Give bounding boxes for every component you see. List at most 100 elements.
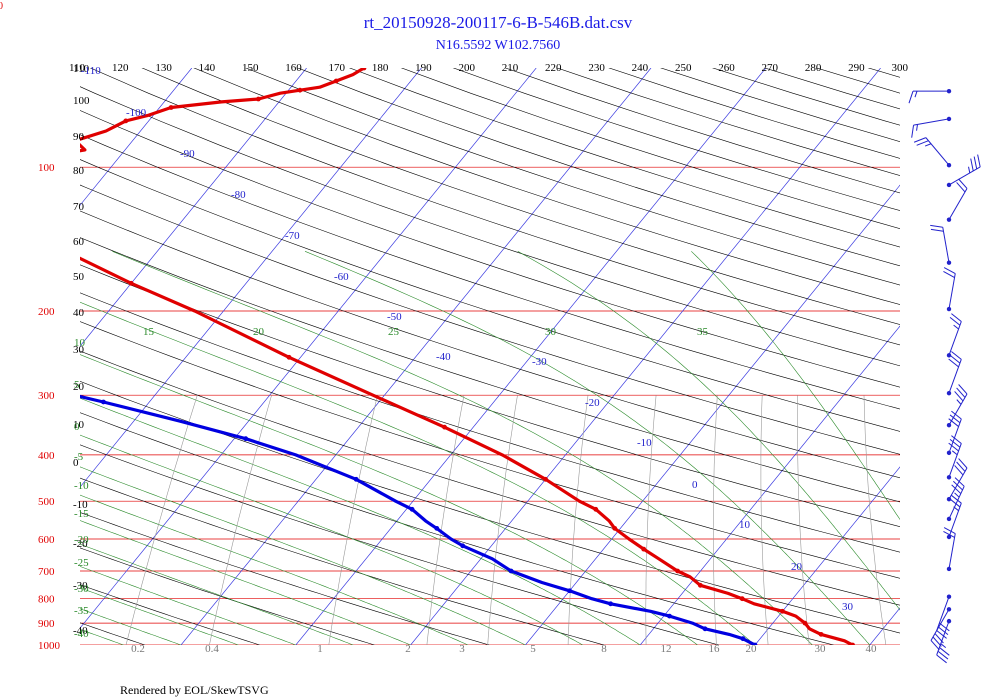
temperature-point xyxy=(593,506,599,512)
wind-barb-flag xyxy=(951,435,962,444)
wind-barb-flag xyxy=(951,494,962,504)
wind-barb-half-flag xyxy=(956,399,962,405)
dry-adiabat-line xyxy=(400,68,900,229)
wind-barb-flag xyxy=(930,640,940,651)
wind-barb-flag xyxy=(913,137,927,143)
wind-barb-half-flag xyxy=(953,324,959,330)
wind-barb-flag xyxy=(951,351,962,360)
wind-barb xyxy=(946,313,962,358)
isotherm-label: -80 xyxy=(231,189,246,201)
temperature-point xyxy=(442,424,447,430)
isotherm-line xyxy=(525,184,900,645)
mixing-ratio-line xyxy=(125,395,198,645)
dewpoint-point xyxy=(101,399,106,405)
dry-adiabat-side-label: 80 xyxy=(73,165,85,177)
moist-adiabat-line xyxy=(80,608,182,645)
wind-barb-shaft xyxy=(948,166,981,186)
wind-barb xyxy=(908,88,952,104)
mixing-ratio-label: 16 xyxy=(709,643,721,655)
mixing-ratio-line xyxy=(760,395,769,645)
moist-adiabat-line xyxy=(80,566,296,645)
wind-barb-flag xyxy=(949,354,961,364)
dewpoint-point xyxy=(353,476,359,482)
dry-adiabat-top-label: 110 xyxy=(69,62,86,74)
mixing-ratio-label: 40 xyxy=(866,643,878,655)
moist-adiabat-line xyxy=(80,587,239,645)
wind-barb-shaft xyxy=(930,609,950,641)
moist-adiabat-label: 35 xyxy=(697,326,709,338)
wind-barb-flag xyxy=(916,140,929,146)
isotherm-label: 30 xyxy=(842,601,854,613)
temperature-point xyxy=(255,96,261,102)
wind-barb-shaft xyxy=(925,137,950,166)
isotherm-line xyxy=(985,68,1000,645)
background-grid xyxy=(80,61,1000,645)
wind-barb-flag xyxy=(939,622,950,632)
mixing-ratio-label: 30 xyxy=(815,643,827,655)
sounding-profiles xyxy=(80,68,855,645)
mixing-ratio-label: 0.2 xyxy=(131,643,145,655)
wind-barb-flag xyxy=(954,465,964,476)
wind-barb-shaft xyxy=(948,393,968,426)
pressure-tick-label: 400 xyxy=(38,450,55,462)
dry-adiabat-top-label: 160 xyxy=(285,62,302,74)
dry-adiabat-top-label: 290 xyxy=(848,62,865,74)
wind-barb xyxy=(946,351,962,396)
wind-barb-shaft xyxy=(948,467,968,500)
wind-barb xyxy=(946,435,962,480)
temperature-point xyxy=(168,105,174,110)
isotherm-label: -50 xyxy=(387,311,402,323)
wind-barb xyxy=(930,224,952,265)
moist-adiabat-label: 5 xyxy=(74,379,80,391)
wind-barb-flag xyxy=(949,414,961,424)
dry-adiabat-top-label: 230 xyxy=(588,62,605,74)
pressure-tick-label: 500 xyxy=(38,496,55,508)
mixing-ratio-line xyxy=(797,395,810,645)
temperature-point xyxy=(641,546,647,552)
wind-barb-flag xyxy=(943,531,955,538)
dry-adiabat-top-label: 150 xyxy=(242,62,259,74)
moist-adiabat-line xyxy=(80,494,469,645)
isotherm-label: 20 xyxy=(791,561,803,573)
moist-adiabat-label: 30 xyxy=(545,326,557,338)
moist-adiabat-line xyxy=(80,628,124,645)
dry-adiabat-line xyxy=(89,68,900,346)
dry-adiabat-line xyxy=(763,68,900,110)
wind-barb-flag xyxy=(930,228,944,232)
dewpoint-point xyxy=(667,613,672,619)
temperature-point xyxy=(612,525,618,531)
wind-barb-shaft xyxy=(948,273,956,310)
dry-adiabat-side-label: 110 xyxy=(73,63,90,75)
wind-barb-shaft xyxy=(936,620,950,656)
isotherm-label: -20 xyxy=(585,397,600,409)
dry-adiabat-top-label: 270 xyxy=(762,62,779,74)
dry-adiabat-side-label: 10 xyxy=(73,419,85,431)
wind-barb-half-flag xyxy=(954,492,960,498)
mixing-ratio-line xyxy=(209,395,272,645)
mixing-ratio-label: 3 xyxy=(459,643,465,655)
dry-adiabat-line xyxy=(80,110,900,388)
dry-adiabat-top-label: 200 xyxy=(458,62,475,74)
dewpoint-point xyxy=(460,543,466,549)
dry-adiabat-line xyxy=(897,61,1000,645)
dry-adiabat-top-label: 280 xyxy=(805,62,822,74)
temperature-point xyxy=(739,596,745,602)
isotherm-line xyxy=(80,68,193,206)
isotherm-label: 0 xyxy=(692,479,698,491)
wind-barb-flag xyxy=(951,410,962,420)
dry-adiabat-top-label: 210 xyxy=(502,62,519,74)
wind-barb-flag xyxy=(951,313,962,322)
dry-adiabat-line xyxy=(80,477,605,645)
wind-barb xyxy=(936,594,952,639)
dry-adiabat-side-label: 30 xyxy=(73,344,85,356)
dry-adiabat-line xyxy=(608,68,900,159)
temperature-point xyxy=(850,642,855,645)
moist-adiabat-label: 25 xyxy=(388,326,400,338)
wind-barb-flag xyxy=(930,224,943,228)
pressure-tick-label: 600 xyxy=(38,534,55,546)
wind-barb-flag xyxy=(936,630,947,639)
moist-adiabat-line xyxy=(304,251,871,645)
temperature-point xyxy=(543,476,548,482)
mixing-ratio-label: 0.4 xyxy=(205,643,219,655)
mixing-ratio-line xyxy=(863,395,887,645)
